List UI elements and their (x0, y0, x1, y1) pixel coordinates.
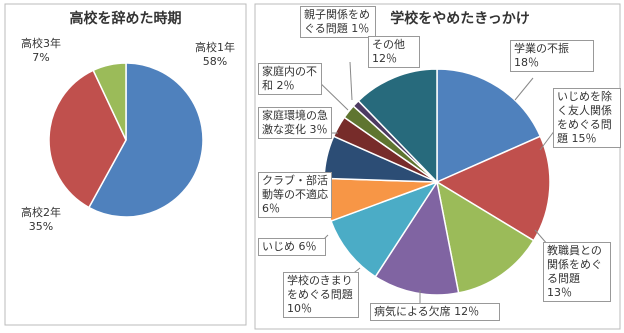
slice-name: 家庭内の不和 (262, 65, 317, 92)
slice-label: 学校のきまりをめぐる問題 10％ (283, 272, 359, 318)
slice-value: 7% (32, 51, 50, 64)
slice-label: 教職員との関係をめぐる問題 13％ (543, 242, 611, 302)
slice-label: クラブ・部活動等の不適応 6％ (258, 172, 332, 218)
slice-value: 2％ (276, 79, 295, 92)
slice-name: クラブ・部活動等の不適応 (262, 174, 328, 201)
slice-value: 3％ (309, 123, 328, 136)
slice-name: 学校のきまりをめぐる問題 (287, 274, 353, 301)
pie-slice (329, 180, 439, 278)
slice-label: 家庭内の不和 2％ (258, 63, 322, 95)
pie-slice (357, 68, 438, 184)
slice-value: 18％ (514, 56, 539, 69)
pie-slice (87, 62, 204, 218)
slice-value: 58% (202, 55, 228, 68)
slice-value: 12％ (372, 52, 397, 65)
slice-label: 家庭環境の急激な変化 3％ (258, 107, 332, 139)
slice-name: 高校3年 (21, 37, 61, 50)
slice-value: 12％ (454, 305, 480, 318)
pie-slice (374, 180, 460, 296)
slice-label: 学業の不振 18％ (510, 40, 594, 72)
pie-slice (435, 180, 535, 294)
slice-name: 高校1年 (195, 41, 235, 54)
leader-line (514, 77, 534, 101)
slice-value: 35% (28, 220, 54, 233)
slice-label: 親子関係をめぐる問題 1％ (300, 6, 376, 38)
slice-label: 高校1年 58% (188, 40, 242, 70)
slice-name: その他 (372, 38, 405, 51)
slice-name: 病気による欠席 (374, 305, 451, 318)
slice-label: いじめ 6％ (258, 238, 326, 256)
chart-title: 学校をやめたきっかけ (390, 11, 530, 27)
slice-value: 1％ (351, 22, 370, 35)
pie-slice (435, 135, 551, 242)
chart-title: 高校を辞めた時期 (69, 11, 182, 27)
leader-line (349, 61, 353, 101)
slice-name: 家庭環境の急激な変化 (262, 109, 328, 136)
slice-name: いじめを除く友人関係をめぐる問題 (557, 90, 612, 145)
slice-value: 10％ (287, 302, 312, 315)
slice-value: 6％ (262, 202, 280, 215)
slice-name: いじめ (262, 240, 295, 253)
slice-value: 15％ (571, 132, 597, 145)
pie-slice (436, 68, 542, 184)
slice-name: 学業の不振 (514, 42, 569, 55)
pie-slice (92, 62, 127, 141)
slice-label: 高校2年 35% (14, 205, 68, 235)
slice-label: 病気による欠席 12％ (370, 303, 500, 321)
leader-line (539, 129, 556, 151)
slice-name: 教職員との関係をめぐる問題 (547, 244, 602, 285)
slice-name: 親子関係をめぐる問題 (304, 8, 370, 35)
pie-slice (48, 69, 127, 209)
slice-value: 13％ (547, 286, 572, 299)
slice-label: いじめを除く友人関係をめぐる問題 15％ (553, 88, 621, 148)
slice-name: 高校2年 (21, 206, 61, 219)
slice-label: 高校3年 7% (16, 36, 66, 66)
slice-value: 6％ (298, 240, 317, 253)
slice-label: その他 12％ (368, 36, 420, 68)
